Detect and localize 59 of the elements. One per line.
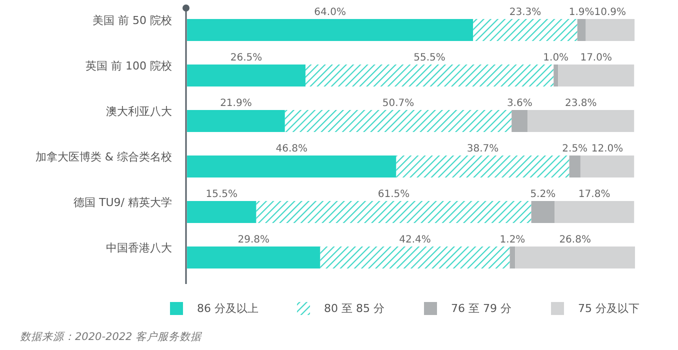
y-tick-label: 美国 前 50 院校	[92, 14, 172, 28]
data-label: 38.7%	[466, 144, 499, 154]
source-note: 数据来源：2020-2022 客户服务数据	[20, 331, 203, 343]
y-tick-label: 英国 前 100 院校	[86, 60, 172, 73]
bar	[580, 156, 634, 178]
bar	[305, 64, 554, 86]
bar	[187, 246, 320, 268]
bar	[577, 19, 586, 41]
data-label: 1.0%	[543, 52, 569, 64]
data-label: 42.4%	[399, 234, 431, 246]
bar	[396, 156, 570, 178]
data-label: 61.5%	[378, 189, 410, 200]
bar	[187, 110, 285, 132]
bar	[284, 110, 512, 132]
data-label: 64.0%	[314, 7, 346, 18]
data-label: 3.6%	[506, 98, 532, 109]
bar	[187, 201, 256, 223]
bar	[473, 19, 578, 41]
data-label: 17.0%	[580, 52, 612, 64]
bar	[256, 201, 532, 223]
bar	[187, 19, 474, 41]
bar	[554, 201, 634, 223]
data-label: 46.8%	[276, 144, 308, 154]
data-label: 26.8%	[559, 234, 591, 246]
bar	[531, 201, 555, 223]
legend-label: 75 分及以下	[578, 302, 640, 316]
y-tick-label: 中国香港八大	[106, 242, 172, 255]
data-label: 1.2%	[500, 234, 526, 246]
data-label: 50.7%	[382, 98, 414, 109]
data-label: 21.9%	[220, 98, 252, 109]
y-tick-label: 澳大利亚八大	[106, 105, 172, 118]
bar	[510, 246, 516, 268]
data-label: 15.5%	[206, 189, 238, 200]
bar	[187, 156, 396, 178]
data-label: 10.9%	[594, 7, 626, 18]
data-label: 1.9%	[568, 7, 594, 18]
data-label: 5.2%	[530, 189, 556, 200]
bar	[569, 156, 580, 178]
data-label: 23.8%	[565, 98, 597, 109]
bar	[187, 64, 306, 86]
data-label: 29.8%	[238, 234, 270, 246]
bar	[554, 64, 558, 86]
data-label: 55.5%	[414, 52, 446, 64]
bar	[528, 110, 634, 132]
bar	[512, 110, 528, 132]
data-label: 23.3%	[509, 7, 542, 18]
y-tick-label: 德国 TU9/ 精英大学	[74, 196, 172, 210]
bar	[320, 246, 510, 268]
bar	[586, 19, 635, 41]
y-tick-label: 加拿大医博类 & 综合类名校	[35, 150, 172, 164]
legend-label: 86 分及以上	[197, 302, 258, 316]
bar	[558, 64, 634, 86]
data-label: 17.8%	[578, 189, 610, 200]
legend-label: 76 至 79 分	[451, 302, 512, 316]
data-label: 2.5%	[562, 144, 588, 154]
bar	[515, 246, 635, 268]
data-label: 26.5%	[230, 52, 262, 64]
data-label: 12.0%	[591, 144, 624, 154]
legend-label: 80 至 85 分	[324, 302, 384, 316]
